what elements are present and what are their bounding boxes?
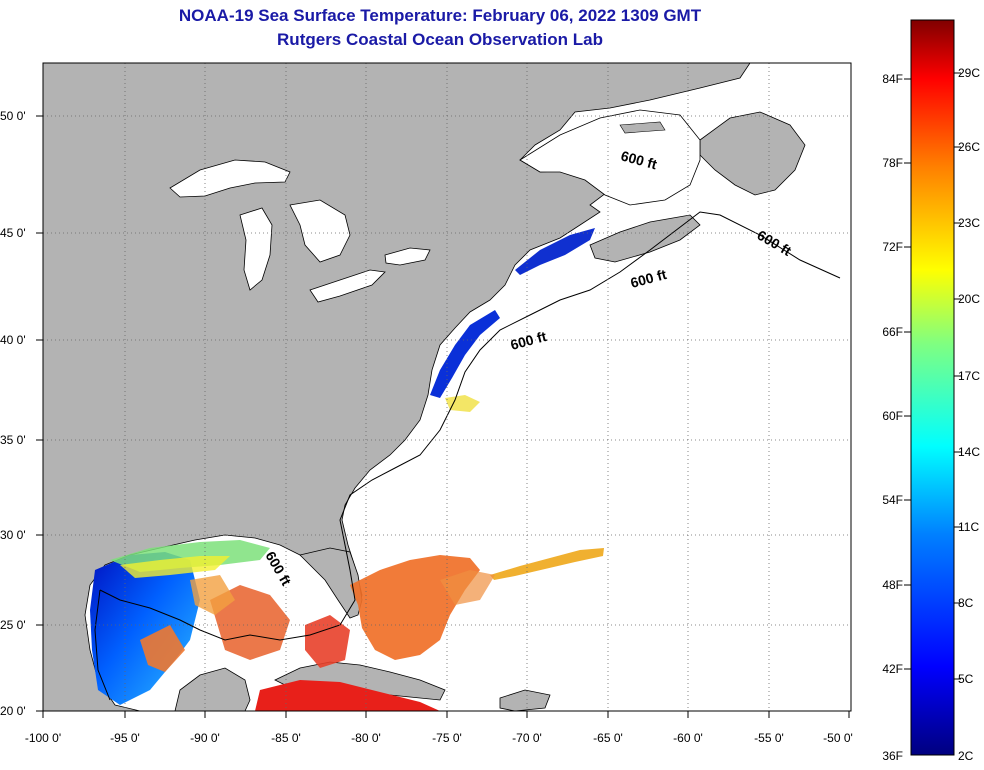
lat-tick-label: 45 0' [0,226,26,240]
lon-tick-label: -80 0' [351,731,381,745]
sst-patch-ne-shelf [515,228,595,275]
map-subtitle: Rutgers Coastal Ocean Observation Lab [277,30,603,49]
sst-patch-mid-atlantic [430,310,500,398]
colorbar-f-label: 36F [882,749,903,763]
colorbar-f-label: 48F [882,578,903,592]
lake-superior [169,159,291,198]
colorbar [910,19,955,756]
isobath-600ft [99,211,841,641]
colorbar-f-label: 42F [882,662,903,676]
colorbar-c-label: 11C [958,520,979,534]
lake-ontario [384,247,431,266]
lake-michigan [239,207,273,291]
lat-tick-label: 30 0' [0,528,26,542]
colorbar-c-label: 17C [958,369,980,383]
colorbar-c-label: 5C [958,672,974,686]
lat-tick-label: 25 0' [0,618,26,632]
colorbar-f-label: 54F [882,493,903,507]
tick-marks [36,115,850,718]
land-florida [299,547,363,619]
sst-data [90,228,604,711]
colorbar-c-label: 8C [958,596,974,610]
colorbar-c-label: 20C [958,292,980,306]
colorbar-c-label: 29C [958,66,980,80]
lon-tick-label: -95 0' [110,731,140,745]
colorbar-f-label: 66F [882,325,903,339]
colorbar-c-label: 23C [958,216,980,230]
graticule [43,63,851,711]
map-title: NOAA-19 Sea Surface Temperature: Februar… [178,6,702,25]
sst-patch-gulf-orange [140,625,185,672]
sst-patch-gulf-west [90,552,200,705]
colorbar-f-label: 72F [882,240,903,254]
lon-tick-label: -100 0' [25,731,61,745]
isobath-600ft-gulf [94,589,111,701]
lat-tick-label: 40 0' [0,333,26,347]
gulf-st-lawrence [519,109,701,206]
sst-patch-scatter [440,570,495,605]
lon-tick-label: -65 0' [593,731,623,745]
sst-patch-straits [305,615,350,668]
lake-erie [309,269,386,303]
land-nova-scotia [589,214,701,263]
land-anticosti [619,121,666,134]
colorbar-f-label: 84F [882,72,903,86]
sst-patch-hatteras [445,395,480,412]
sst-patch-atlantic-plume [490,548,604,580]
colorbar-c-label: 14C [958,445,980,459]
colorbar-f-label: 60F [882,409,903,423]
colorbar-c-label: 26C [958,140,980,154]
lake-huron [289,199,351,263]
lon-tick-label: -70 0' [512,731,542,745]
sst-patch-caribbean [255,680,440,711]
lon-tick-label: -55 0' [754,731,784,745]
lon-tick-label: -60 0' [673,731,703,745]
colorbar-c-label: 2C [958,749,974,763]
land-hispaniola [499,689,551,711]
lat-tick-label: 50 0' [0,109,26,123]
lon-tick-label: -75 0' [432,731,462,745]
lon-tick-label: -50 0' [823,731,853,745]
land-newfoundland [699,111,806,196]
lon-tick-label: -90 0' [190,731,220,745]
lat-tick-label: 35 0' [0,433,26,447]
sst-patch-gulf-mid [190,575,235,615]
colorbar-ticks [904,72,961,680]
sst-patch-gulf-yellow [120,556,230,578]
lat-tick-label: 20 0' [0,704,26,718]
lon-tick-label: -85 0' [271,731,301,745]
colorbar-f-label: 78F [882,156,903,170]
land-yucatan [174,667,251,711]
